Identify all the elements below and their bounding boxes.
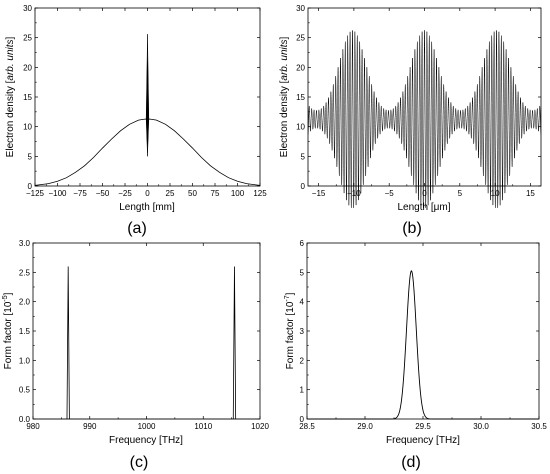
x-tick-label-b-6: 15 — [526, 189, 535, 198]
x-tick-label-d-1: 29.0 — [357, 422, 373, 431]
y-tick-label-a-4: 20 — [23, 63, 32, 72]
ticks-a: −125 −100 −75 −50 −25 0 25 50 75 100 125 0 5 10 15 20 25… — [23, 4, 267, 198]
y-tick-label-a-2: 10 — [23, 123, 32, 132]
ticks-d: 28.5 29.0 29.5 30.0 30.5 0 1 2 3 4 5 6 — [299, 239, 547, 431]
ticks-c: 980 990 1000 1010 1020 0.0 0.5 1.0 1.5 2.0 2.5 3.0 — [19, 239, 270, 431]
ylabel-b: Electron density [arb. units] — [279, 36, 290, 157]
series-line-b — [307, 30, 542, 208]
panel-label-d: (d) — [401, 454, 421, 471]
y-tick-label-a-0: 0 — [28, 182, 33, 191]
y-tick-label-b-3: 15 — [296, 93, 305, 102]
x-tick-label-d-4: 30.5 — [531, 422, 547, 431]
y-tick-label-b-6: 30 — [296, 4, 305, 13]
y-tick-label-c-0: 0.0 — [19, 415, 31, 424]
y-tick-label-d-4: 4 — [300, 298, 305, 307]
x-tick-label-d-2: 29.5 — [415, 422, 431, 431]
ylabel-a: Electron density [arb. units] — [5, 36, 16, 157]
y-tick-label-b-5: 25 — [296, 34, 305, 43]
y-tick-label-a-5: 25 — [23, 34, 32, 43]
y-tick-label-d-1: 1 — [300, 386, 305, 395]
ylabel-d: Form factor [10-7] — [284, 292, 296, 369]
x-tick-label-a-8: 75 — [211, 189, 220, 198]
panel-label-a: (a) — [127, 220, 147, 237]
x-tick-label-a-6: 25 — [166, 189, 175, 198]
xlabel-a: Length [mm] — [119, 202, 175, 213]
y-tick-label-d-0: 0 — [300, 415, 305, 424]
y-tick-label-c-4: 2.0 — [19, 298, 31, 307]
x-tick-label-c-4: 1020 — [251, 422, 269, 431]
x-tick-label-b-3: 0 — [422, 189, 427, 198]
ylabel-c: Form factor [10-5] — [2, 292, 14, 369]
x-tick-label-b-2: −5 — [385, 189, 395, 198]
xlabel-c: Frequency [THz] — [109, 435, 183, 446]
peak-0 — [66, 266, 70, 420]
panel-label-c: (c) — [130, 454, 149, 471]
plot-frame-d — [306, 242, 540, 420]
y-tick-label-c-2: 1.0 — [19, 356, 31, 365]
x-tick-label-a-10: 125 — [253, 189, 267, 198]
y-tick-label-d-6: 6 — [300, 239, 305, 248]
series-peaks-c — [33, 266, 260, 420]
y-tick-label-a-6: 30 — [23, 4, 32, 13]
x-tick-label-b-0: −15 — [312, 189, 326, 198]
y-tick-label-a-1: 5 — [28, 152, 33, 161]
series-line-d — [307, 270, 539, 420]
xlabel-d: Frequency [THz] — [386, 435, 460, 446]
y-tick-label-c-6: 3.0 — [19, 239, 31, 248]
x-tick-label-a-2: −75 — [73, 189, 87, 198]
x-tick-label-c-0: 980 — [26, 422, 40, 431]
y-tick-label-d-3: 3 — [300, 327, 305, 336]
x-tick-label-d-0: 28.5 — [299, 422, 315, 431]
panel-c: 980 990 1000 1010 10200.00.51.01.52.02.53.0 … — [2, 239, 269, 471]
x-tick-label-a-1: −100 — [48, 189, 67, 198]
panel-label-b: (b) — [402, 220, 422, 237]
y-tick-label-d-5: 5 — [300, 268, 305, 277]
x-tick-label-a-0: −125 — [26, 189, 45, 198]
y-tick-label-b-0: 0 — [301, 182, 306, 191]
panel-a: −125 −100 −75 −50 −25 0 25 50 75 100 125 0 5 10 15 20 25… — [5, 4, 267, 237]
y-tick-label-c-5: 2.5 — [19, 268, 31, 277]
peak-1 — [232, 266, 237, 420]
x-tick-label-a-3: −50 — [96, 189, 110, 198]
y-tick-label-c-3: 1.5 — [19, 327, 31, 336]
y-tick-label-b-1: 5 — [301, 152, 306, 161]
x-tick-label-c-3: 1010 — [194, 422, 212, 431]
x-tick-label-c-1: 990 — [83, 422, 97, 431]
spike-mark-a — [145, 34, 150, 157]
xlabel-b: Length [μm] — [397, 202, 450, 213]
x-tick-label-a-9: 100 — [231, 189, 245, 198]
x-tick-label-a-4: −25 — [118, 189, 132, 198]
y-tick-label-c-1: 0.5 — [19, 386, 31, 395]
y-tick-label-d-2: 2 — [300, 356, 305, 365]
x-tick-label-c-2: 1000 — [138, 422, 156, 431]
x-tick-label-a-7: 50 — [188, 189, 197, 198]
y-tick-label-b-2: 10 — [296, 123, 305, 132]
spike-a — [145, 34, 150, 157]
x-tick-label-b-4: 5 — [458, 189, 463, 198]
x-tick-label-b-1: −10 — [347, 189, 361, 198]
y-tick-label-a-3: 15 — [23, 93, 32, 102]
x-tick-label-d-3: 30.0 — [473, 422, 489, 431]
panel-d: 28.5 29.0 29.5 30.0 30.5 0 1 2 3 4 5 6 Frequency [T… — [284, 239, 547, 471]
y-tick-label-b-4: 20 — [296, 63, 305, 72]
x-tick-label-a-5: 0 — [145, 189, 150, 198]
